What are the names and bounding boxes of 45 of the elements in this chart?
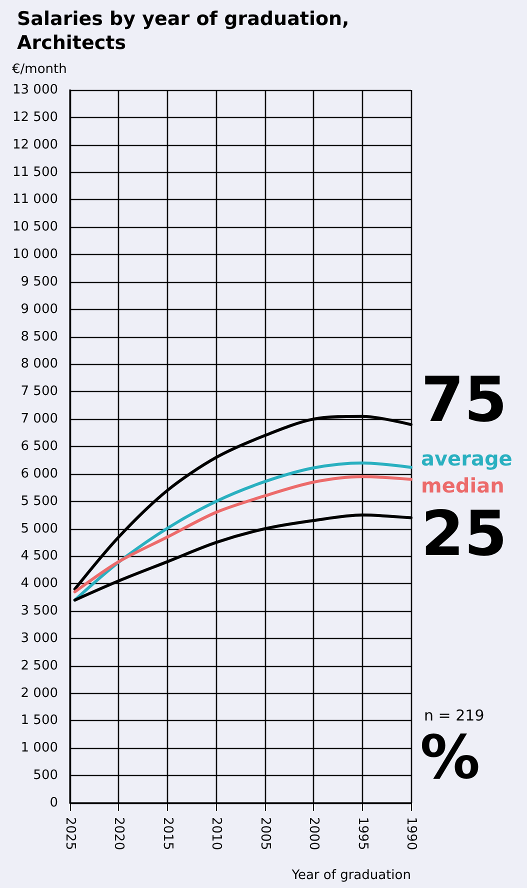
- series-label: median: [421, 473, 504, 498]
- x-tick-label: 2005: [257, 817, 272, 850]
- series-label: 25: [421, 497, 508, 570]
- x-tick-label: 2000: [306, 817, 322, 850]
- y-axis-title: €/month: [12, 62, 67, 77]
- y-tick-label: 12 000: [12, 137, 58, 152]
- y-tick-label: 4 500: [20, 548, 58, 564]
- y-tick-label: 6 000: [20, 466, 58, 482]
- y-tick-label: 1 000: [20, 740, 58, 756]
- y-tick-label: 5 500: [20, 494, 58, 509]
- y-tick-label: 10 500: [12, 220, 58, 235]
- y-tick-label: 4 000: [20, 576, 58, 592]
- x-tick-label: 1990: [404, 817, 418, 850]
- y-tick-label: 0: [50, 796, 58, 810]
- text: n = 219: [424, 706, 484, 724]
- y-tick-label: 3 000: [20, 630, 58, 646]
- y-tick-label: 12 500: [12, 110, 58, 125]
- y-tick-label: 8 500: [20, 329, 58, 344]
- y-tick-label: 6 500: [20, 439, 58, 454]
- y-tick-label: 11 500: [12, 164, 58, 180]
- y-tick-label: 7 500: [20, 384, 58, 400]
- x-axis-title: Year of graduation: [290, 868, 411, 883]
- y-tick-label: 9 000: [20, 302, 58, 317]
- x-tick-label: 1995: [354, 817, 370, 850]
- y-tick-label: 3 500: [20, 604, 58, 619]
- y-tick-label: 13 000: [12, 82, 58, 98]
- y-tick-label: 5 000: [20, 521, 58, 536]
- series-label: 75: [421, 362, 508, 436]
- x-tick-label: 2010: [208, 817, 224, 850]
- series-label: average: [421, 446, 512, 470]
- text: %: [420, 723, 480, 793]
- y-tick-label: 9 500: [20, 274, 58, 290]
- x-tick-label: 2025: [62, 817, 78, 850]
- y-tick-label: 10 000: [12, 247, 58, 262]
- y-tick-label: 11 000: [12, 192, 58, 208]
- chart-title: Salaries by year of graduation, Architects: [17, 8, 350, 54]
- line-series: [73, 475, 412, 594]
- y-tick-label: 7 000: [20, 412, 58, 427]
- x-tick-label: 2020: [111, 817, 126, 850]
- y-tick-label: 2 500: [20, 658, 58, 674]
- y-tick-label: 8 000: [20, 356, 58, 372]
- y-tick-label: 2 000: [20, 686, 58, 701]
- x-tick-label: 2015: [160, 817, 175, 850]
- y-tick-label: 1 500: [20, 713, 58, 728]
- y-tick-label: 500: [33, 768, 58, 784]
